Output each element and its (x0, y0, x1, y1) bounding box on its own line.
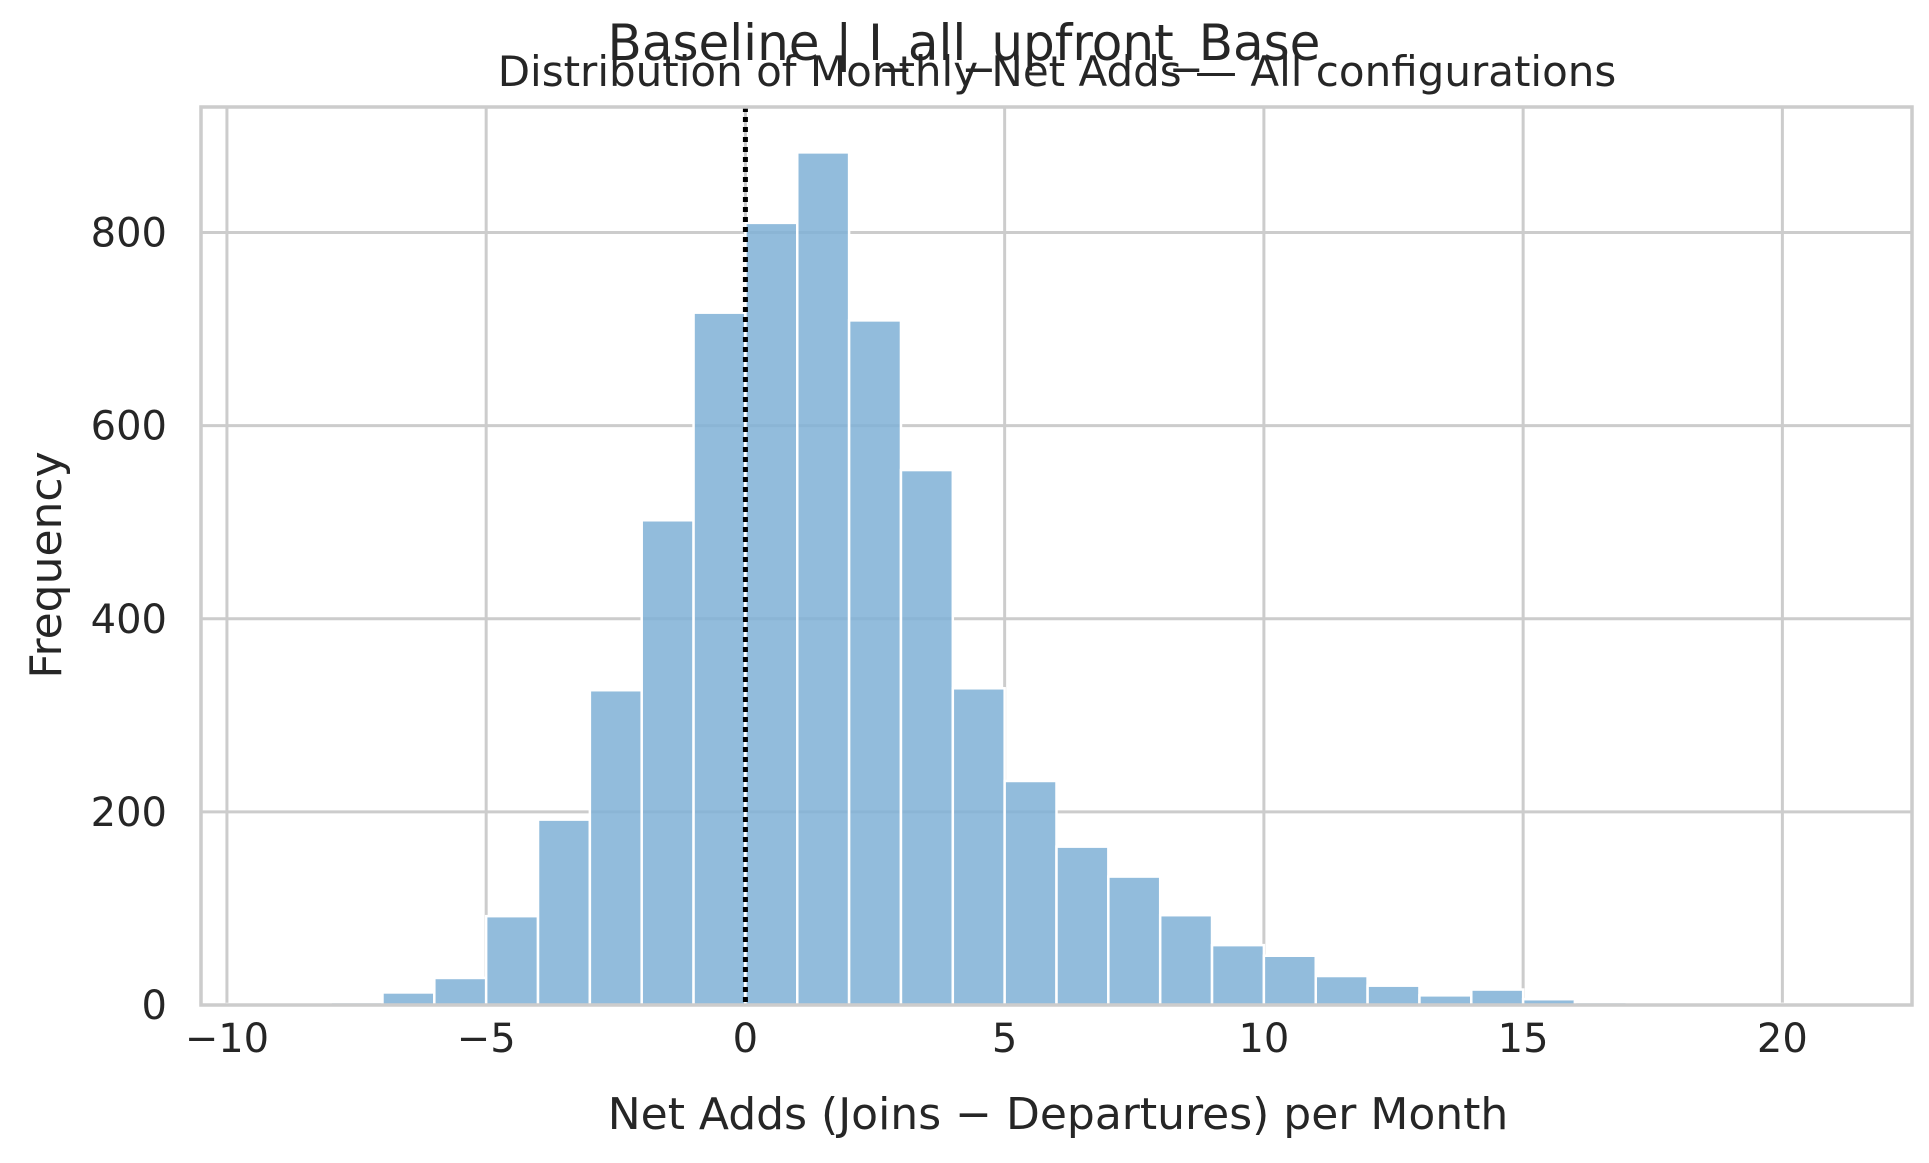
histogram-bars (225, 151, 1836, 1007)
histogram-bar (536, 818, 592, 1007)
x-tick-label: 15 (1498, 1016, 1549, 1062)
x-axis-label: Net Adds (Joins − Departures) per Month (608, 1089, 1509, 1140)
histogram-bar (744, 221, 799, 1007)
histogram-bar (796, 151, 851, 1007)
histogram-bar (1262, 954, 1317, 1007)
histogram-bar (1158, 913, 1214, 1007)
x-tick-label: 0 (733, 1016, 758, 1062)
histogram-bar (588, 688, 643, 1007)
histogram-bar (692, 311, 747, 1007)
histogram-bar (899, 468, 955, 1007)
histogram-bar (1003, 779, 1058, 1007)
x-tick-label: −5 (457, 1016, 516, 1062)
axes-frame (199, 105, 1914, 1007)
histogram-bar (1107, 875, 1162, 1007)
histogram-bar (1470, 988, 1525, 1007)
histogram-bar (1314, 974, 1369, 1007)
chart-suptitle: Baseline | I_all_upfront_Base (608, 14, 1321, 72)
x-tick-label: −10 (185, 1016, 269, 1062)
histogram-bar (847, 319, 903, 1007)
histogram-bar (1055, 845, 1110, 1007)
histogram-bar (381, 991, 436, 1007)
x-tick-label: 10 (1238, 1016, 1289, 1062)
histogram-bar (433, 976, 488, 1007)
histogram-bar (640, 519, 695, 1007)
histogram-bar (1210, 943, 1266, 1007)
histogram-bar (951, 687, 1006, 1007)
y-tick-label: 800 (91, 211, 167, 257)
y-tick-label: 600 (91, 404, 167, 450)
x-tick-label: 20 (1757, 1016, 1808, 1062)
histogram-bar (1366, 984, 1421, 1007)
y-tick-label: 200 (91, 790, 167, 836)
y-tick-label: 0 (142, 983, 167, 1029)
histogram-bar (484, 914, 540, 1007)
x-tick-label: 5 (992, 1016, 1017, 1062)
y-axis-label: Frequency (21, 451, 72, 678)
chart-title: Distribution of Monthly Net Adds — All c… (498, 47, 1617, 96)
y-tick-label: 400 (91, 597, 167, 643)
plot-frame (199, 105, 1914, 1007)
